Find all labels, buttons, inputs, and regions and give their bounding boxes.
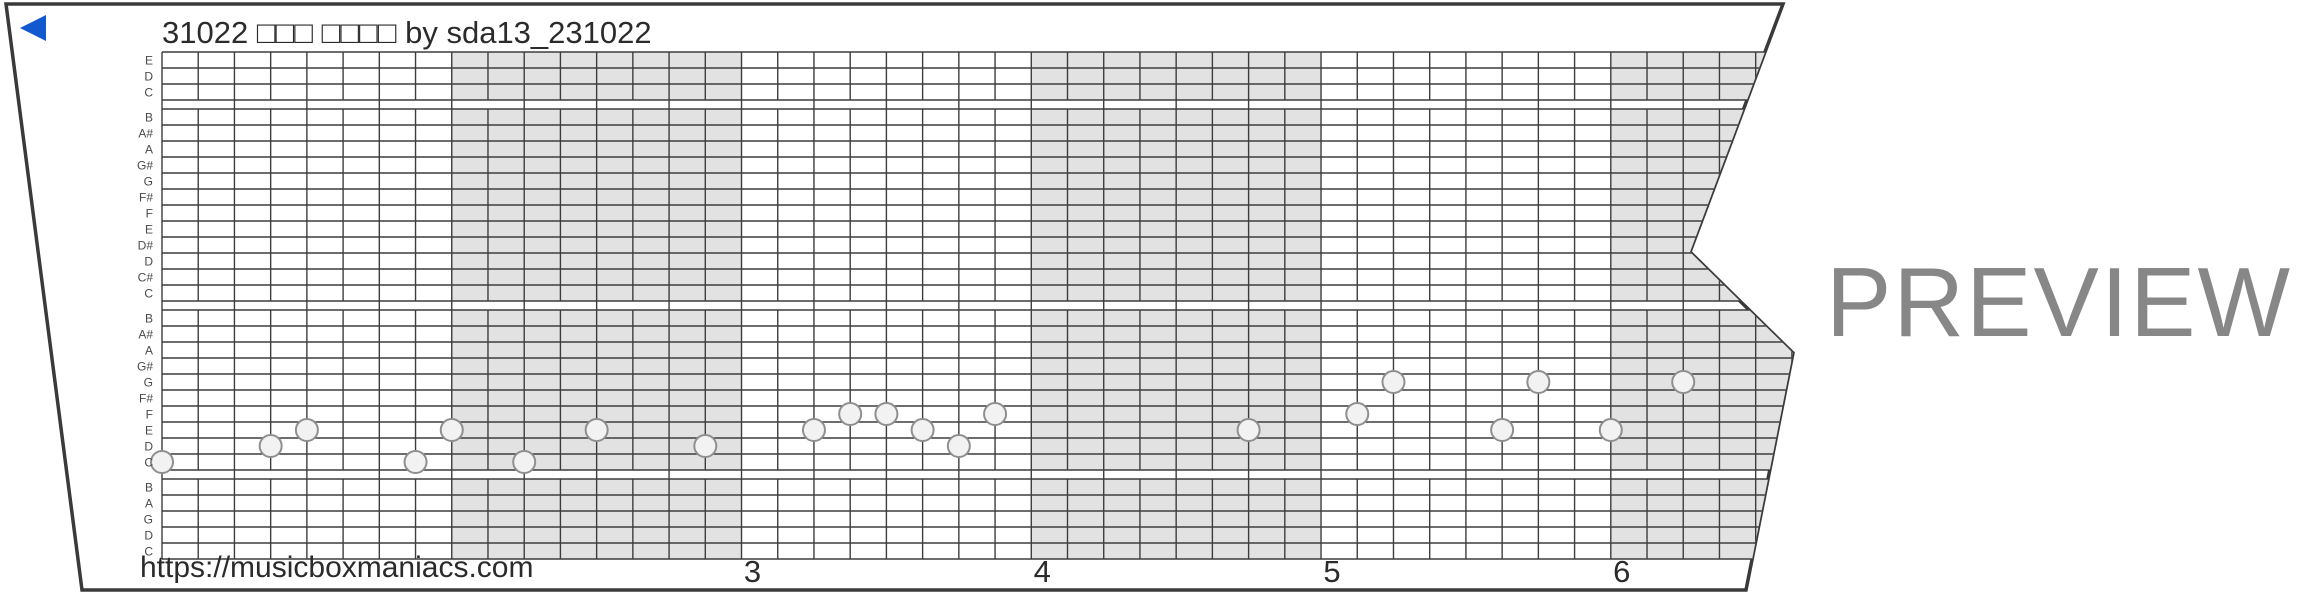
note-dot [801, 418, 826, 442]
note-dot [1345, 402, 1370, 426]
note-dot [1236, 418, 1261, 442]
row-label: G# [137, 159, 153, 173]
note-dot [258, 434, 283, 458]
row-label: A [145, 497, 153, 511]
note-dot [946, 434, 971, 458]
row-label: G# [137, 360, 153, 374]
site-url: https://musicboxmaniacs.com [140, 551, 534, 584]
measure-number: 6 [1613, 554, 1630, 589]
row-label: C [144, 456, 153, 470]
row-label: D# [138, 239, 154, 253]
melody-title: 31022 □□□ □□□□ by sda13_231022 [162, 15, 652, 50]
note-grid [150, 51, 1793, 560]
note-dot [1490, 418, 1515, 442]
note-dot [1671, 370, 1696, 394]
row-label: G [144, 513, 153, 527]
note-dot [874, 402, 899, 426]
preview-watermark: PREVIEW [1826, 247, 2292, 357]
row-label: D [144, 529, 153, 543]
row-label: C [144, 287, 153, 301]
row-label: C# [138, 271, 154, 285]
strip-outline [4, 2, 1795, 592]
row-label: C [144, 86, 153, 100]
note-dot [439, 418, 464, 442]
row-label: G [144, 376, 153, 390]
note-dot [512, 450, 537, 474]
note-dot [150, 450, 174, 474]
row-label: A# [138, 328, 153, 342]
row-label: E [145, 54, 153, 68]
note-dot [693, 434, 718, 458]
measure-number: 4 [1034, 554, 1051, 589]
row-label: D [144, 440, 153, 454]
row-label: D [144, 255, 153, 269]
row-label: E [145, 223, 153, 237]
note-dot [584, 418, 609, 442]
row-label: A [145, 143, 153, 157]
row-label: F# [139, 392, 153, 406]
row-label: F# [139, 191, 153, 205]
note-dot [910, 418, 935, 442]
note-dot [1526, 370, 1551, 394]
back-arrow-icon [20, 15, 46, 41]
row-label: A# [138, 127, 153, 141]
note-dot [838, 402, 863, 426]
row-label: B [145, 111, 153, 125]
note-dot [403, 450, 428, 474]
note-dot [1598, 418, 1623, 442]
note-dot [294, 418, 319, 442]
measure-number: 3 [744, 554, 761, 589]
note-dot [983, 402, 1008, 426]
row-label: F [146, 408, 153, 422]
measure-number: 5 [1323, 554, 1340, 589]
row-label: F [146, 207, 153, 221]
note-dot [1381, 370, 1406, 394]
row-label: E [145, 424, 153, 438]
row-label: A [145, 344, 153, 358]
row-label: B [145, 481, 153, 495]
row-label: B [145, 312, 153, 326]
row-label: C [144, 545, 153, 559]
row-label: G [144, 175, 153, 189]
row-label: D [144, 70, 153, 84]
